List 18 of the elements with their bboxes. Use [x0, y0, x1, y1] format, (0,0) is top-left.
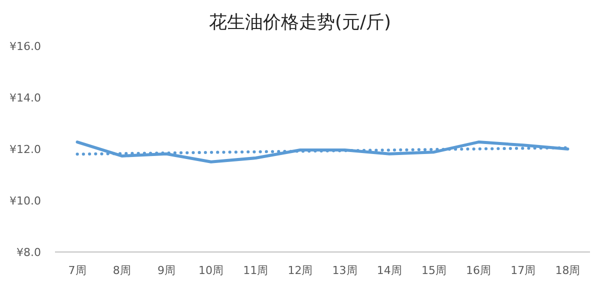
y-tick-label: ¥12.0 [10, 143, 41, 156]
y-tick-label: ¥8.0 [16, 246, 41, 259]
x-tick-label: 8周 [112, 264, 131, 277]
x-tick-label: 13周 [332, 264, 358, 277]
x-tick-label: 16周 [466, 264, 492, 277]
x-tick-label: 9周 [157, 264, 176, 277]
x-tick-label: 7周 [68, 264, 86, 277]
y-tick-label: ¥10.0 [10, 194, 41, 208]
x-tick-label: 17周 [510, 264, 536, 277]
x-tick-label: 10周 [198, 264, 224, 277]
y-tick-label: ¥14.0 [10, 92, 41, 104]
x-tick-label: 12周 [288, 264, 313, 277]
x-tick-label: 15周 [421, 264, 446, 277]
x-tick-label: 11周 [243, 264, 268, 277]
x-tick-label: 14周 [376, 264, 402, 277]
y-tick-label: ¥16.0 [10, 40, 41, 53]
x-tick-label: 18周 [555, 264, 580, 277]
chart-title: 花生油价格走势(元/斤) [208, 12, 392, 33]
